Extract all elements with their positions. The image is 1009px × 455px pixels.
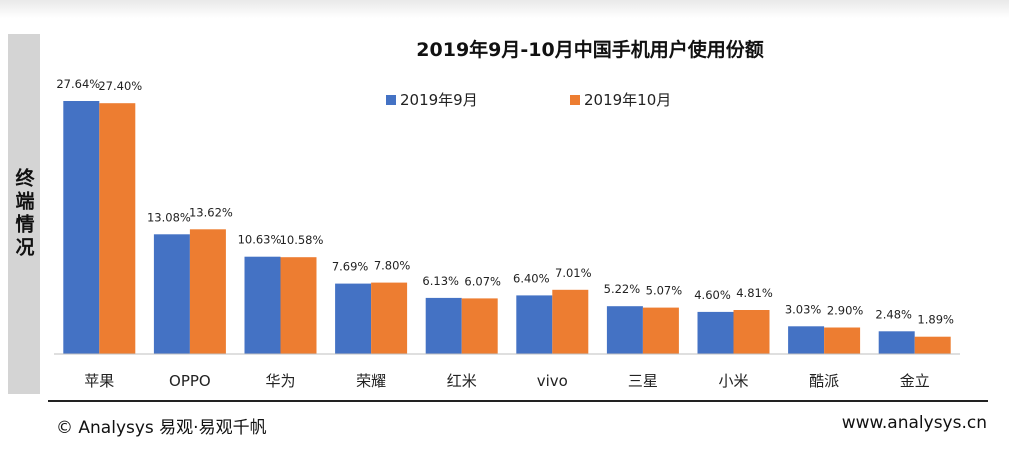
bar-series-1-4 [425, 297, 462, 354]
data-label-series-1-1: 13.08% [147, 210, 191, 224]
data-label-series-2-3: 7.80% [374, 259, 411, 273]
data-label-series-1-3: 7.69% [332, 260, 369, 274]
bar-series-1-6 [606, 306, 643, 354]
data-label-series-1-4: 6.13% [422, 274, 459, 288]
data-label-series-2-5: 7.01% [555, 266, 592, 280]
data-labels-layer: 27.64%27.40% 13.08%13.62% 10.63%10.58% 7.69… [56, 77, 954, 327]
x-tick-label-7: 小米 [718, 372, 748, 390]
data-label-series-2-7: 4.81% [736, 286, 773, 300]
x-tick-label-2: 华为 [265, 372, 295, 390]
x-tick-label-5: vivo [537, 372, 568, 390]
footer-rule [48, 400, 988, 402]
data-label-series-2-6: 5.07% [646, 284, 683, 298]
data-label-series-1-6: 5.22% [604, 282, 641, 296]
bar-series-2-4 [461, 298, 498, 354]
side-label: 终端情况 [12, 168, 35, 260]
bar-series-2-1 [189, 229, 226, 354]
bar-series-2-8 [824, 327, 861, 354]
bars-layer [63, 101, 951, 354]
legend: 2019年9月 2019年10月 [386, 91, 671, 109]
bar-series-2-0 [99, 103, 136, 354]
x-tick-label-0: 苹果 [84, 372, 114, 390]
bar-series-2-6 [642, 307, 679, 354]
x-tick-labels: 苹果 OPPO 华为 荣耀 红米 vivo 三星 小米 酷派 金立 [84, 372, 929, 390]
bar-series-2-7 [733, 310, 770, 354]
bar-series-1-7 [697, 311, 734, 354]
data-label-series-1-2: 10.63% [238, 233, 282, 247]
data-label-series-2-4: 6.07% [464, 274, 501, 288]
data-label-series-1-5: 6.40% [513, 271, 550, 285]
bar-series-1-1 [153, 234, 190, 354]
footer-copyright: © Analysys 易观·易观千帆 [56, 418, 267, 438]
data-label-series-2-2: 10.58% [280, 233, 324, 247]
bar-series-2-2 [280, 257, 317, 354]
data-label-series-1-7: 4.60% [694, 288, 731, 302]
bar-series-1-2 [244, 256, 281, 354]
legend-label-series-2: 2019年10月 [584, 91, 671, 109]
x-tick-label-3: 荣耀 [356, 372, 386, 390]
legend-swatch-series-2 [570, 95, 580, 105]
bar-series-2-3 [371, 282, 408, 354]
data-label-series-2-1: 13.62% [189, 205, 233, 219]
side-panel: 终端情况 [8, 34, 40, 394]
data-label-series-1-9: 2.48% [875, 307, 912, 321]
chart: 2019年9月-10月中国手机用户使用份额 2019年9月 2019年10月 2… [54, 38, 960, 390]
x-tick-label-9: 金立 [900, 372, 930, 390]
x-tick-label-6: 三星 [628, 372, 658, 390]
data-label-series-2-8: 2.90% [827, 304, 864, 318]
bar-series-1-3 [335, 283, 372, 354]
data-label-series-2-9: 1.89% [917, 313, 954, 327]
data-label-series-2-0: 27.40% [98, 79, 142, 93]
data-label-series-1-8: 3.03% [785, 302, 822, 316]
bar-series-1-5 [516, 295, 553, 354]
bar-series-1-9 [878, 331, 915, 354]
footer-website: www.analysys.cn [841, 413, 987, 433]
legend-swatch-series-1 [386, 95, 396, 105]
legend-label-series-1: 2019年9月 [400, 91, 478, 109]
bar-series-2-5 [552, 289, 589, 354]
window-top-edge [0, 0, 1009, 18]
data-label-series-1-0: 27.64% [56, 77, 100, 91]
x-tick-label-1: OPPO [169, 372, 211, 390]
x-tick-label-8: 酷派 [809, 372, 839, 390]
bar-series-1-0 [63, 101, 100, 354]
x-tick-label-4: 红米 [447, 372, 477, 390]
bar-series-1-8 [788, 326, 825, 354]
bar-series-2-9 [914, 336, 951, 354]
chart-title: 2019年9月-10月中国手机用户使用份额 [416, 38, 763, 61]
